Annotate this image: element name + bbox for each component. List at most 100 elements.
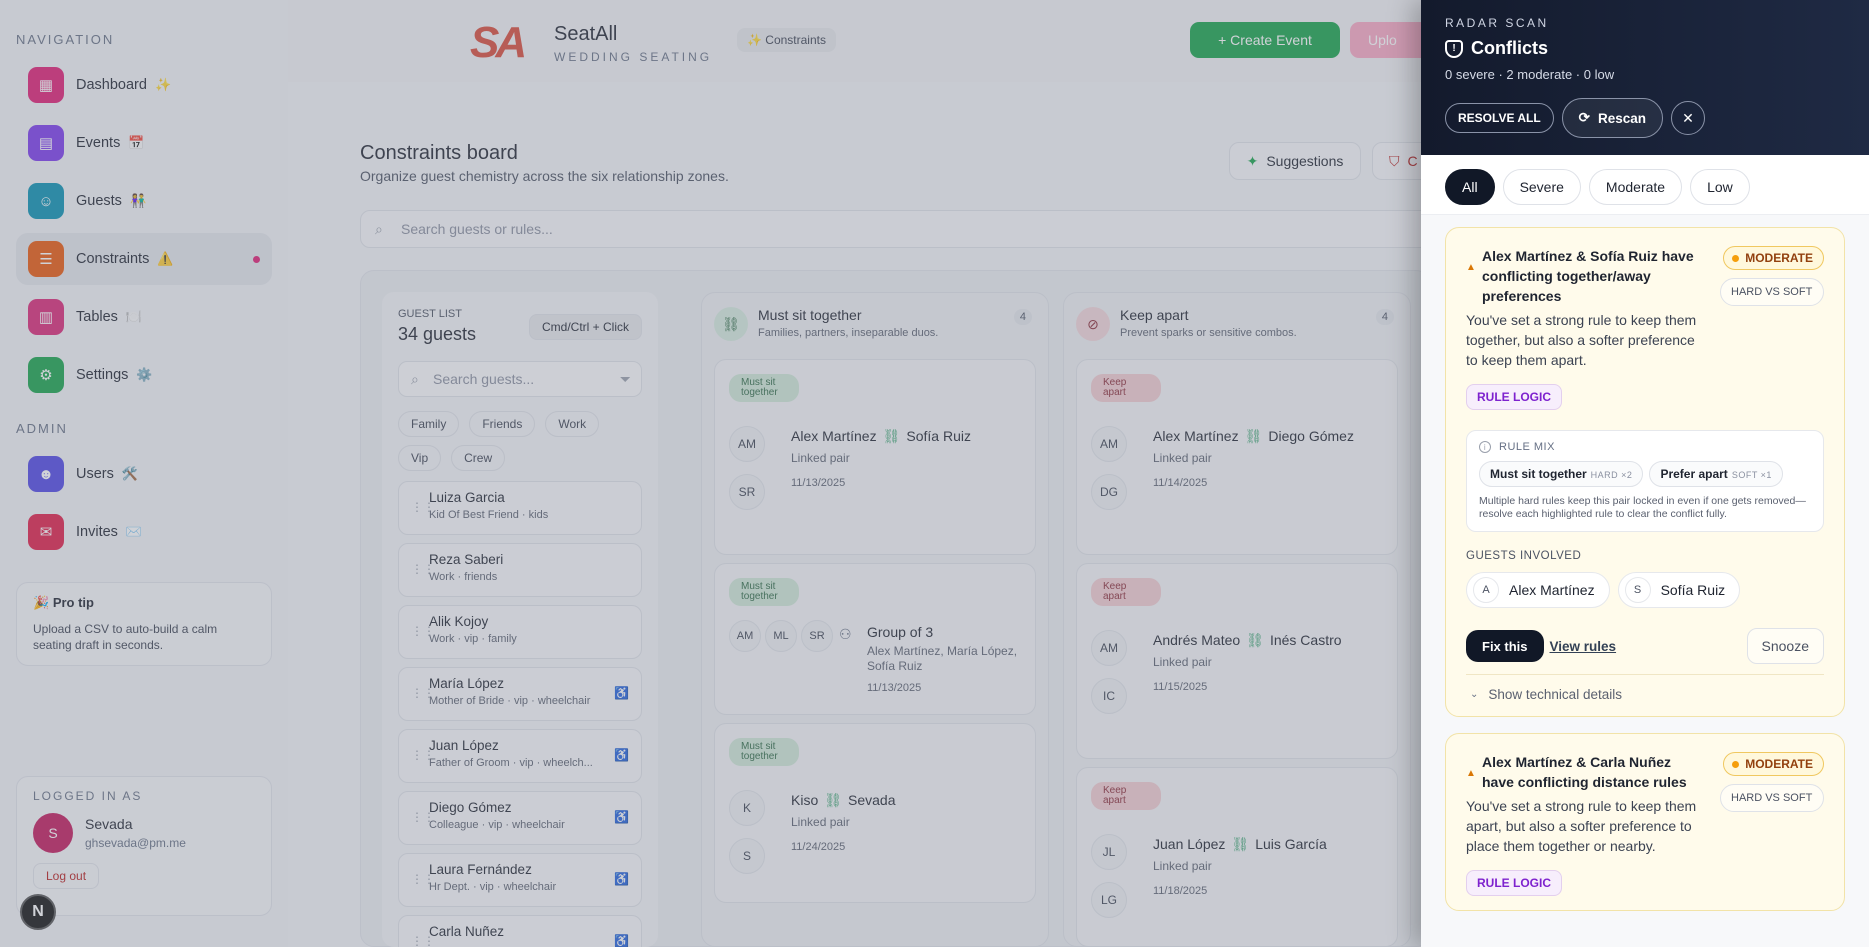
drag-handle-icon[interactable]: ⋮⋮ bbox=[411, 872, 435, 886]
rule-chip-label: Prefer apart bbox=[1660, 467, 1728, 481]
guest-name: Juan López bbox=[429, 738, 499, 753]
list-item[interactable]: ⋮⋮ María López Mother of Bride · vip · whe… bbox=[398, 667, 642, 721]
nav-section-label: NAVIGATION bbox=[16, 32, 115, 47]
guest-chip[interactable]: S Sofía Ruiz bbox=[1617, 572, 1741, 608]
avatar: S bbox=[729, 838, 765, 874]
dev-badge[interactable]: N bbox=[20, 894, 56, 930]
list-item[interactable]: ⋮⋮ Carla Nuñez ♿ bbox=[398, 915, 642, 947]
constraint-card[interactable]: Must sit together AM ML SR ⚇ Group of 3 … bbox=[714, 563, 1036, 715]
sidebar-item-tables[interactable]: ▥ Tables 🍽️ bbox=[16, 291, 272, 343]
card-date: 11/13/2025 bbox=[791, 477, 846, 489]
shield-icon: ! bbox=[1445, 39, 1463, 58]
sidebar-item-dashboard[interactable]: ▦ Dashboard ✨ bbox=[16, 59, 272, 111]
sidebar-item-users[interactable]: ☻ Users 🛠️ bbox=[16, 448, 272, 500]
guest-b-name: Inés Castro bbox=[1269, 632, 1342, 648]
suggestions-button[interactable]: ✦ Suggestions bbox=[1229, 142, 1361, 180]
resolve-all-button[interactable]: RESOLVE ALL bbox=[1445, 103, 1554, 133]
couple-icon: 👫 bbox=[129, 193, 147, 208]
drag-handle-icon[interactable]: ⋮⋮ bbox=[411, 934, 435, 947]
search-input[interactable]: ⌕ Search guests or rules... bbox=[360, 210, 1430, 248]
filter-icon[interactable]: ⏷ bbox=[619, 370, 631, 387]
technical-details-label: Show technical details bbox=[1488, 687, 1622, 702]
guest-chip[interactable]: A Alex Martínez bbox=[1466, 572, 1610, 608]
card-meta: Linked pair bbox=[1153, 451, 1212, 465]
rule-chip[interactable]: Prefer apart SOFT ×1 bbox=[1649, 461, 1783, 487]
conflict-title: Alex Martínez & Carla Nuñez have conflic… bbox=[1482, 754, 1687, 790]
logout-button[interactable]: Log out bbox=[33, 863, 100, 889]
sidebar-item-constraints[interactable]: ☰ Constraints ⚠️ bbox=[16, 233, 272, 285]
search-icon: ⌕ bbox=[411, 370, 419, 387]
wheelchair-icon: ♿ bbox=[614, 748, 629, 762]
drawer-header: RADAR SCAN ! Conflicts 0 severe · 2 moder… bbox=[1421, 0, 1869, 155]
list-item[interactable]: ⋮⋮ Diego Gómez Colleague · vip · wheelchai… bbox=[398, 791, 642, 845]
active-indicator-dot bbox=[253, 256, 260, 263]
guest-a-name: Kiso bbox=[791, 792, 819, 808]
sidebar-item-events[interactable]: ▤ Events 📅 bbox=[16, 117, 272, 169]
constraint-card[interactable]: Keep apart AM DG Alex Martínez ⛓ Diego Góm… bbox=[1076, 359, 1398, 555]
avatar: ML bbox=[765, 620, 797, 652]
drag-handle-icon[interactable]: ⋮⋮ bbox=[411, 562, 435, 576]
calendar-emoji-icon: 📅 bbox=[128, 135, 145, 150]
conflict-kind-badge: HARD VS SOFT bbox=[1720, 278, 1824, 306]
guest-search-input[interactable]: ⌕ Search guests... ⏷ bbox=[398, 361, 642, 397]
guest-list-panel: GUEST LIST 34 guests Cmd/Ctrl + Click ⌕ … bbox=[382, 292, 658, 947]
link-icon: ⛓ bbox=[714, 307, 748, 341]
guest-b-name: Sofía Ruiz bbox=[906, 428, 971, 444]
filter-chip-friends[interactable]: Friends bbox=[469, 411, 536, 437]
sidebar-item-settings[interactable]: ⚙ Settings ⚙️ bbox=[16, 349, 272, 401]
rule-chip-note: HARD ×2 bbox=[1590, 470, 1633, 480]
close-icon[interactable]: ✕ bbox=[1671, 101, 1706, 135]
severity-label: MODERATE bbox=[1745, 757, 1813, 771]
filter-chip-family[interactable]: Family bbox=[398, 411, 460, 437]
avatar: JL bbox=[1091, 834, 1127, 870]
list-item[interactable]: ⋮⋮ Alik Kojoy Work · vip · family bbox=[398, 605, 642, 659]
snooze-button[interactable]: Snooze bbox=[1746, 628, 1824, 664]
page-subtitle: Organize guest chemistry across the six … bbox=[360, 168, 729, 184]
avatar: IC bbox=[1091, 678, 1127, 714]
constraint-card[interactable]: Must sit together K S Kiso ⛓ Sevada Linked… bbox=[714, 723, 1036, 903]
card-meta: Linked pair bbox=[791, 451, 850, 465]
constraint-card[interactable]: Keep apart JL LG Juan López ⛓ Luis García … bbox=[1076, 767, 1398, 947]
constraint-card[interactable]: Must sit together AM SR Alex Martínez ⛓ So… bbox=[714, 359, 1036, 555]
sidebar-item-guests[interactable]: ☺ Guests 👫 bbox=[16, 175, 272, 227]
sidebar-item-invites[interactable]: ✉ Invites ✉️ bbox=[16, 506, 272, 558]
tab-low[interactable]: Low bbox=[1690, 169, 1750, 205]
list-item[interactable]: ⋮⋮ Luiza Garcia Kid Of Best Friend · kids bbox=[398, 481, 642, 535]
drag-handle-icon[interactable]: ⋮⋮ bbox=[411, 624, 435, 638]
tab-severe[interactable]: Severe bbox=[1502, 169, 1581, 205]
constraint-card[interactable]: Keep apart AM IC Andrés Mateo ⛓ Inés Castr… bbox=[1076, 563, 1398, 759]
sidebar-item-label: Dashboard bbox=[76, 77, 147, 93]
drag-handle-icon[interactable]: ⋮⋮ bbox=[411, 810, 435, 824]
wheelchair-icon: ♿ bbox=[614, 872, 629, 886]
list-item[interactable]: ⋮⋮ Reza Saberi Work · friends bbox=[398, 543, 642, 597]
filter-chip-vip[interactable]: Vip bbox=[398, 445, 442, 471]
list-item[interactable]: ⋮⋮ Laura Fernández Hr Dept. · vip · wheelc… bbox=[398, 853, 642, 907]
drag-handle-icon[interactable]: ⋮⋮ bbox=[411, 500, 435, 514]
tab-moderate[interactable]: Moderate bbox=[1588, 169, 1683, 205]
drag-handle-icon[interactable]: ⋮⋮ bbox=[411, 748, 435, 762]
fix-this-button[interactable]: Fix this bbox=[1466, 630, 1544, 662]
rule-chip[interactable]: Must sit together HARD ×2 bbox=[1479, 461, 1644, 487]
logo-mark: SA bbox=[470, 18, 527, 67]
no-entry-icon: ⊘ bbox=[1076, 307, 1110, 341]
sidebar-item-label: Events bbox=[76, 135, 121, 151]
column-count: 4 bbox=[1375, 309, 1394, 325]
list-item[interactable]: ⋮⋮ Juan López Father of Groom · vip · whee… bbox=[398, 729, 642, 783]
guest-name: Alik Kojoy bbox=[429, 614, 489, 629]
card-meta: Linked pair bbox=[1153, 655, 1212, 669]
sidebar-item-label: Guests bbox=[76, 193, 122, 209]
tab-all[interactable]: All bbox=[1445, 169, 1495, 205]
view-rules-link[interactable]: View rules bbox=[1549, 638, 1617, 654]
create-event-button[interactable]: + Create Event bbox=[1190, 22, 1340, 58]
conflict-description: You've set a strong rule to keep them ap… bbox=[1466, 798, 1697, 854]
app-logo[interactable]: SA SeatAll WEDDING SEATING bbox=[470, 18, 712, 68]
drag-handle-icon[interactable]: ⋮⋮ bbox=[411, 686, 435, 700]
technical-details-toggle[interactable]: ⌄ Show technical details bbox=[1466, 674, 1824, 702]
avatar: AM bbox=[729, 620, 761, 652]
tools-icon: 🛠️ bbox=[121, 466, 139, 481]
info-icon: i bbox=[1479, 441, 1491, 453]
rescan-button[interactable]: ⟳ Rescan bbox=[1561, 98, 1664, 138]
filter-chip-work[interactable]: Work bbox=[545, 411, 600, 437]
avatar: SR bbox=[729, 474, 765, 510]
filter-chip-crew[interactable]: Crew bbox=[451, 445, 506, 471]
